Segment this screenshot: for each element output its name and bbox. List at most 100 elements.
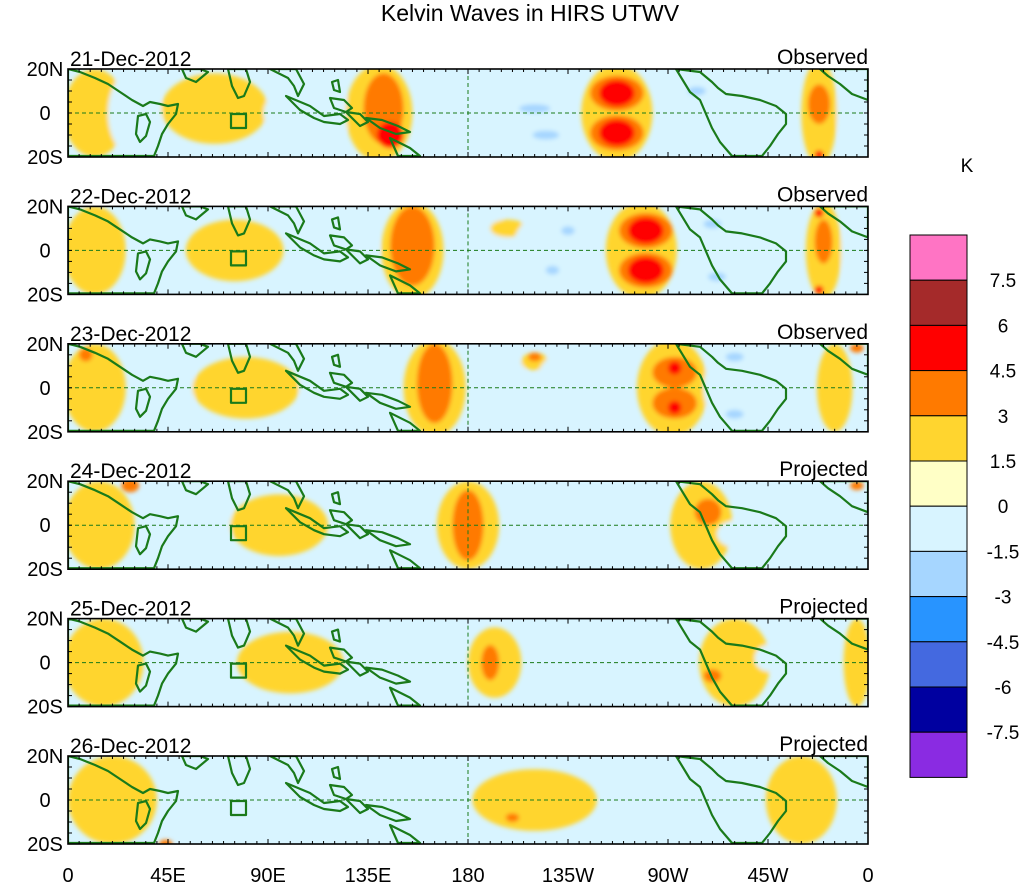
longitude-axis: 0 45E 90E 135E 180 135W 90W 45W 0 [62,865,873,887]
panel-date: 21-Dec-2012 [70,48,191,71]
anomaly-contour [808,84,831,124]
panel-date: 25-Dec-2012 [70,598,191,621]
anomaly-contour [236,631,344,694]
colorbar-level-label: 3 [998,407,1009,428]
map-panel: 20N 0 20S 23-Dec-2012 Observed [27,321,869,444]
anomaly-contour [365,636,437,689]
colorbar-swatch [909,686,968,733]
colorbar-level-label: 6 [998,316,1009,337]
anomaly-contour [694,498,722,526]
map-panel: 20N 0 20S 22-Dec-2012 Observed [27,183,869,306]
anomaly-contour [159,839,173,844]
anomaly-contour [390,206,435,286]
latitude-tick-label: 20S [27,284,63,306]
map-panel: 20N 0 20S 25-Dec-2012 Projected [27,596,869,719]
anomaly-contour [545,265,560,275]
colorbar-level-label: 4.5 [990,362,1016,383]
latitude-tick-label: 20N [27,334,64,356]
anomaly-contour [850,343,864,353]
anomaly-contour [599,119,635,146]
anomaly-contour [668,361,682,375]
colorbar-swatch [909,460,968,507]
anomaly-contour [68,343,126,432]
anomaly-contour [472,769,597,831]
anomaly-contour [576,627,648,698]
colorbar-swatch [909,279,968,326]
map-panel: 20N 0 20S 26-Dec-2012 Projected [27,733,869,856]
anomaly-contour [505,813,520,822]
anomaly-contour [739,69,793,157]
colorbar: 7.5 6 4.5 3 1.5 0 -1.5 -3 -4.5 -6 -7.5 [909,234,1020,778]
longitude-tick-label: 0 [862,865,873,887]
panel-status: Projected [779,733,868,756]
anomaly-contour [416,343,453,423]
panel-status: Projected [779,596,868,619]
anomaly-contour [708,272,726,282]
colorbar-swatch [909,234,968,281]
anomaly-contour [161,73,268,144]
colorbar-level-label: 1.5 [990,452,1016,473]
longitude-tick-label: 180 [451,865,484,887]
longitude-tick-label: 135E [345,865,392,887]
latitude-tick-label: 20N [27,609,64,631]
anomaly-contour [299,219,380,282]
colorbar-swatch [909,415,968,462]
longitude-tick-label: 0 [62,865,73,887]
panel-status: Projected [779,458,868,481]
colorbar-level-label: -6 [995,678,1012,699]
colorbar-level-label: -3 [995,588,1012,609]
colorbar-level-label: 0 [998,497,1009,518]
map-panel: 20N 0 20S 24-Dec-2012 Projected [27,458,869,581]
map-panel: 20N 0 20S 21-Dec-2012 Observed [27,46,869,169]
latitude-tick-label: 0 [39,515,50,537]
latitude-tick-label: 20N [27,196,64,218]
colorbar-unit-label: K [961,156,974,177]
latitude-tick-label: 0 [39,378,50,400]
anomaly-contour [765,756,837,844]
anomaly-contour [703,669,722,683]
panel-status: Observed [777,183,868,206]
map-panels: 20N 0 20S 21-Dec-2012 Observed 20N 0 20S 22-Dec-… [27,46,869,856]
anomaly-contour [599,80,635,107]
anomaly-contour [628,217,664,244]
anomaly-contour [561,226,575,236]
anomaly-contour [703,219,722,229]
panel-date: 22-Dec-2012 [70,185,191,208]
latitude-tick-label: 20S [27,422,63,444]
latitude-tick-label: 20N [27,59,64,81]
latitude-tick-label: 0 [39,103,50,125]
colorbar-swatch [909,641,968,688]
anomaly-contour [754,645,782,672]
anomaly-contour [716,520,753,548]
anomaly-contour [703,348,757,428]
anomaly-contour [336,498,400,552]
anomaly-contour [850,481,864,490]
latitude-tick-label: 20N [27,471,64,493]
colorbar-level-label: -7.5 [987,723,1020,744]
anomaly-contour [605,498,633,543]
panel-date: 26-Dec-2012 [70,735,191,758]
panel-date: 24-Dec-2012 [70,460,191,483]
latitude-tick-label: 0 [39,240,50,262]
anomaly-contour [68,206,126,295]
anomaly-contour [725,409,744,419]
latitude-tick-label: 20S [27,697,63,719]
colorbar-swatch [909,596,968,643]
anomaly-contour [628,257,664,284]
colorbar-swatch [909,731,968,778]
colorbar-swatch [909,370,968,417]
panel-status: Observed [777,46,868,69]
longitude-tick-label: 45E [150,865,186,887]
anomaly-contour [528,352,542,362]
anomaly-contour [814,219,833,264]
panel-status: Observed [777,321,868,344]
anomaly-contour [419,69,482,157]
longitude-tick-label: 45W [747,865,788,887]
anomaly-contour [814,208,824,218]
colorbar-level-label: -1.5 [987,542,1020,563]
latitude-tick-label: 0 [39,790,50,812]
latitude-tick-label: 20S [27,559,63,581]
latitude-tick-label: 20N [27,746,64,768]
longitude-tick-label: 90E [250,865,286,887]
